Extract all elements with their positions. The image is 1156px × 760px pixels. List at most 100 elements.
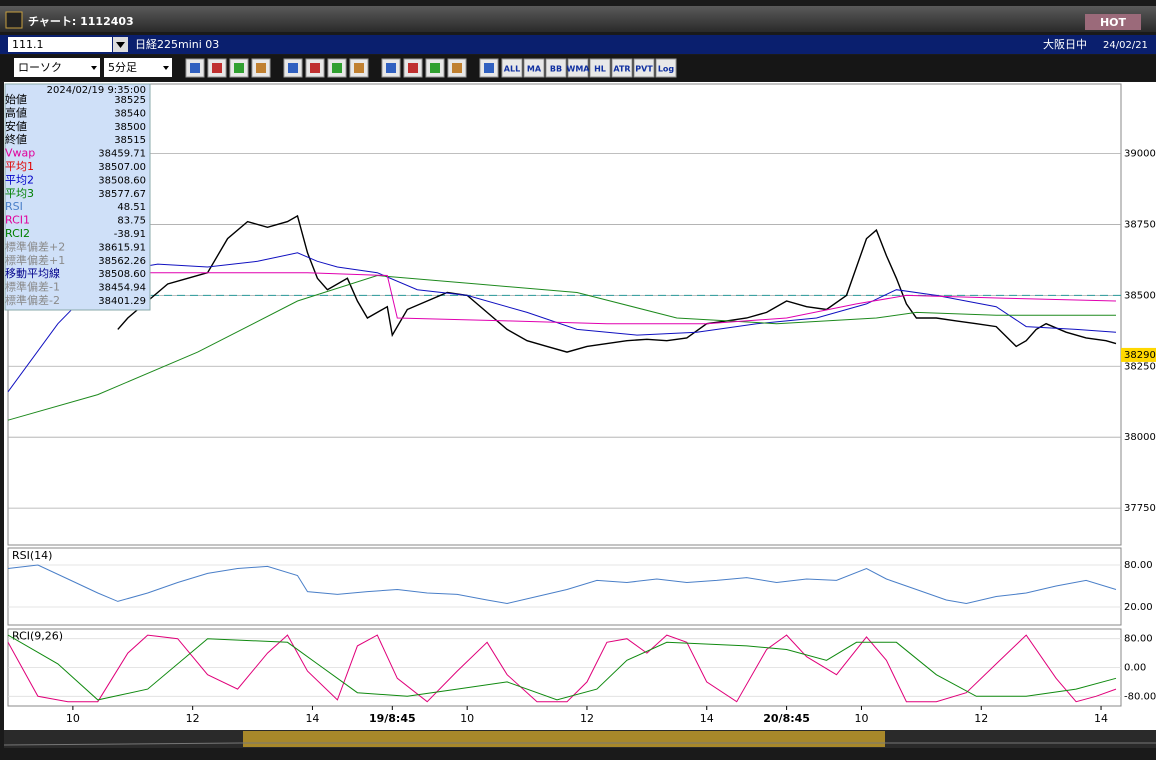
info-label: RCI2 [5, 227, 30, 240]
series-line [7, 252, 1117, 393]
x-tick-label: 10 [460, 712, 474, 725]
dropdown-arrow [163, 66, 169, 70]
tool-glyph [332, 63, 342, 73]
interval-text[interactable]: 5分足 [108, 61, 137, 74]
symbol-name: 日経225mini 03 [135, 38, 219, 51]
tool-button[interactable] [611, 58, 633, 78]
hot-label[interactable]: HOT [1100, 16, 1127, 29]
y-tick-label: 38000 [1124, 432, 1156, 443]
info-label: Vwap [5, 147, 35, 160]
y-tick-label: 38500 [1124, 290, 1156, 301]
chart-type-text[interactable]: ローソク [18, 61, 62, 74]
tool-glyph [288, 63, 298, 73]
tool-button[interactable] [589, 58, 611, 78]
info-datetime: 2024/02/19 9:35:00 [47, 85, 146, 96]
overview-line [3, 742, 1156, 746]
tool-button[interactable] [545, 58, 567, 78]
y-tick-label: 80.00 [1124, 634, 1153, 645]
tool-button-label[interactable]: BB [550, 65, 562, 74]
x-axis: 10 12 14 19/8:45 10 12 14 20/8:45 10 12 14 [66, 706, 1108, 725]
tool-button-label[interactable]: ATR [613, 65, 630, 74]
info-value: 38525 [114, 95, 146, 106]
dropdown-arrow [91, 66, 97, 70]
info-value: 38454.94 [98, 283, 146, 294]
code-input[interactable] [8, 37, 112, 52]
status-strip [0, 748, 1156, 760]
series-line [117, 214, 1117, 353]
tool-button[interactable] [655, 58, 677, 78]
last-price-label: 38290 [1124, 350, 1156, 361]
window-title: チャート: 1112403 [28, 15, 134, 28]
x-tick-label: 10 [854, 712, 868, 725]
info-value: 38459.71 [98, 149, 146, 160]
info-panel [4, 83, 151, 311]
x-tick-label: 14 [305, 712, 319, 725]
info-value: -38.91 [114, 229, 146, 240]
y-tick-label: -80.00 [1124, 691, 1156, 702]
info-label: 標準偏差+2 [5, 239, 65, 253]
y-tick-label: 0.00 [1124, 663, 1146, 674]
hot-button[interactable] [1085, 14, 1141, 30]
tool-glyph [310, 63, 320, 73]
info-label: RSI [5, 200, 23, 213]
x-tick-label: 12 [186, 712, 200, 725]
x-tick-label: 14 [1094, 712, 1108, 725]
y-tick-label: 37750 [1124, 503, 1156, 514]
tool-button-label[interactable]: HL [594, 65, 606, 74]
code-text[interactable]: 111.1 [12, 38, 44, 51]
tool-glyph [430, 63, 440, 73]
market-name: 大阪日中 [1043, 37, 1087, 51]
info-value: 38615.91 [98, 242, 146, 253]
tool-glyph [386, 63, 396, 73]
tool-glyph [452, 63, 462, 73]
info-label: 標準偏差+1 [5, 253, 65, 267]
tool-button-label[interactable]: PVT [635, 65, 653, 74]
tool-button-label[interactable]: Log [658, 65, 675, 74]
info-label: 始値 [5, 92, 27, 106]
info-value: 38507.00 [98, 162, 146, 173]
scroll-thumb[interactable] [243, 731, 885, 747]
y-tick-label: 38250 [1124, 361, 1156, 372]
x-tick-label: 10 [66, 712, 80, 725]
x-tick-label: 20/8:45 [763, 712, 810, 725]
info-value: 83.75 [117, 216, 146, 227]
x-axis-bar [4, 708, 1156, 730]
info-label: 標準偏差-2 [5, 293, 60, 307]
panel-title: RSI(14) [12, 549, 52, 562]
plots: 37750 38000 38250 38500 38750 39000 38290 80.00… [7, 149, 1156, 703]
dropdown-arrow [116, 42, 125, 48]
tool-button[interactable] [633, 58, 655, 78]
info-value: 38577.67 [98, 189, 146, 200]
main-plot [7, 83, 1122, 546]
tool-button-label[interactable]: ALL [504, 65, 520, 74]
tool-button[interactable] [501, 58, 523, 78]
series-line [7, 634, 1117, 703]
info-value: 38508.60 [98, 269, 146, 280]
info-value: 38508.60 [98, 175, 146, 186]
interval-select[interactable] [104, 58, 172, 77]
tool-glyph [212, 63, 222, 73]
chart-type-select[interactable] [14, 58, 100, 77]
tool-button[interactable] [523, 58, 545, 78]
info-label: 標準偏差-1 [5, 280, 60, 294]
info-label: 移動平均線 [5, 266, 60, 280]
tool-button[interactable] [567, 58, 589, 78]
info-value: 38562.26 [98, 256, 146, 267]
tool-glyph [190, 63, 200, 73]
info-value: 38515 [114, 135, 146, 146]
tool-glyph [234, 63, 244, 73]
info-label: 平均1 [5, 160, 34, 173]
x-tick-label: 19/8:45 [369, 712, 416, 725]
info-value: 38401.29 [98, 296, 146, 307]
info-rows: 始値 38525 高値 38540 安値 38500 終値 38515 Vwap 38459.71… [5, 92, 146, 307]
info-value: 38540 [114, 108, 146, 119]
toolbar-icons: ALL MA BB WMA HL ATR PVT Log [185, 58, 677, 78]
series-line [8, 272, 1117, 325]
tool-button-label[interactable]: MA [527, 65, 542, 74]
tool-button-label[interactable]: WMA [567, 65, 591, 74]
last-price-tag [1121, 347, 1156, 362]
title-bar [0, 6, 1156, 32]
y-tick-label: 38750 [1124, 219, 1156, 230]
info-label: 平均2 [5, 173, 34, 186]
